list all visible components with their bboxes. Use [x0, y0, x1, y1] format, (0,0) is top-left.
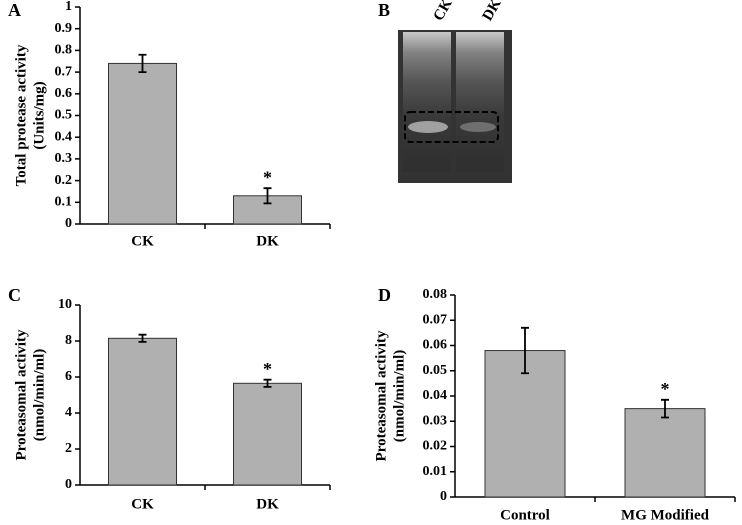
y-tick-label: 0.01 — [423, 464, 448, 479]
gel-panel: B CK DK — [378, 0, 512, 183]
significance-mark: * — [263, 359, 272, 379]
y-tick-label: 0.05 — [423, 363, 448, 378]
y-tick-label: 0.9 — [55, 21, 73, 36]
y-tick-label: 0 — [440, 489, 447, 504]
y-axis-label: Total protease activity — [13, 44, 29, 186]
bar — [108, 62, 177, 225]
y-tick-label: 10 — [58, 297, 72, 312]
error-bar — [263, 187, 272, 205]
y-axis-label: (Units/mg) — [31, 81, 47, 149]
gel-lane — [403, 32, 451, 172]
y-tick-label: 2 — [65, 441, 72, 456]
y-tick-label: 0.8 — [55, 43, 73, 58]
y-tick-label: 8 — [65, 333, 72, 348]
gel-band — [460, 122, 496, 132]
y-tick-label: 0.6 — [55, 86, 73, 101]
y-tick-label: 0.4 — [55, 129, 73, 144]
y-tick-label: 4 — [65, 405, 72, 420]
panel-label: A — [8, 0, 21, 20]
bar — [108, 337, 177, 486]
y-axis-label: Proteasomal activity — [13, 329, 29, 460]
error-bar — [661, 398, 669, 419]
gel-band — [408, 121, 448, 133]
lane-label: DK — [480, 0, 505, 24]
panel-label: C — [8, 285, 21, 305]
y-tick-label: 1 — [65, 0, 72, 14]
y-tick-label: 0.07 — [423, 312, 448, 327]
gel-lane — [456, 32, 504, 172]
y-axis-label: (nmol/min/ml) — [31, 349, 47, 442]
gel-box — [404, 111, 499, 143]
panel-label: B — [378, 0, 390, 20]
error-bar — [138, 53, 147, 73]
x-tick-label: CK — [131, 496, 154, 512]
y-tick-label: 0.03 — [423, 413, 448, 428]
error-bar — [263, 378, 272, 388]
x-tick-label: MG Modified — [621, 507, 710, 523]
y-tick-label: 0 — [65, 477, 72, 492]
y-tick-label: 0.06 — [423, 338, 448, 353]
bar — [233, 382, 302, 486]
lane-label: CK — [431, 0, 456, 24]
panel-label: D — [378, 285, 391, 305]
significance-mark: * — [661, 379, 670, 399]
bar — [484, 350, 566, 498]
y-tick-label: 0.5 — [55, 108, 73, 123]
bar — [624, 408, 706, 498]
y-tick-label: 0.04 — [423, 388, 448, 403]
x-tick-label: DK — [256, 233, 279, 249]
y-tick-label: 0.02 — [423, 439, 448, 454]
y-tick-label: 0.1 — [55, 195, 73, 210]
error-bar — [521, 326, 529, 375]
error-bar — [138, 333, 147, 343]
y-axis-label: (nmol/min/ml) — [391, 350, 407, 443]
y-tick-label: 0.08 — [423, 287, 448, 302]
y-tick-label: 0.7 — [55, 64, 73, 79]
y-tick-label: 0.3 — [55, 151, 73, 166]
x-tick-label: CK — [131, 233, 154, 249]
y-tick-label: 0 — [65, 216, 72, 231]
y-tick-label: 0.2 — [55, 173, 73, 188]
y-tick-label: 6 — [65, 369, 72, 384]
x-tick-label: DK — [256, 496, 279, 512]
significance-mark: * — [263, 167, 272, 187]
x-tick-label: Control — [500, 507, 550, 523]
y-axis-label: Proteasomal activity — [373, 330, 389, 461]
